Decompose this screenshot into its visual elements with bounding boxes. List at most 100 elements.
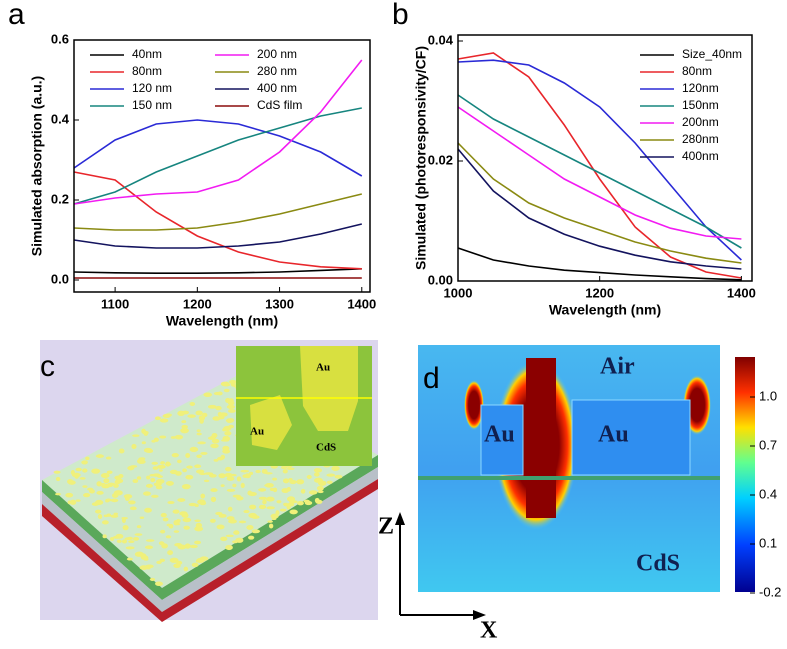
nanoparticle — [121, 516, 128, 520]
nanoparticle — [197, 441, 207, 445]
nanoparticle — [172, 509, 180, 514]
nanoparticle — [313, 472, 320, 477]
nanoparticle — [157, 464, 166, 469]
nanoparticle — [137, 458, 145, 464]
x-tick-label: 1200 — [183, 296, 212, 311]
series-line — [73, 119, 363, 177]
nanoparticle — [169, 557, 179, 563]
nanoparticle — [268, 523, 274, 529]
nanoparticle — [151, 439, 156, 443]
y-tick-label: 0.00 — [428, 272, 453, 287]
nanoparticle — [226, 404, 236, 410]
legend-label: 280 nm — [257, 64, 297, 78]
series-line — [73, 223, 362, 249]
nanoparticle — [155, 485, 163, 490]
nanoparticle — [286, 467, 295, 470]
nanoparticle — [186, 465, 193, 469]
y-tick-label: 0.02 — [428, 152, 453, 167]
nanoparticle — [246, 525, 254, 530]
nanoparticle — [151, 494, 159, 498]
nanoparticle — [145, 539, 155, 542]
nanoparticle — [103, 478, 110, 484]
nanoparticle — [191, 562, 199, 568]
inset-particle — [300, 346, 358, 431]
nanoparticle — [182, 468, 187, 473]
nanoparticle — [155, 479, 165, 484]
slab-layer — [162, 479, 378, 622]
y-tick-label: 0.04 — [428, 32, 454, 47]
nanoparticle — [258, 504, 267, 510]
au-block — [480, 404, 524, 476]
nanoparticle — [159, 435, 167, 439]
nanoparticle — [83, 492, 91, 498]
nanoparticle — [134, 533, 143, 536]
nanoparticle — [164, 462, 172, 467]
nanoparticle — [232, 483, 237, 488]
nanoparticle — [225, 544, 233, 551]
nanoparticle — [91, 502, 99, 506]
nanoparticle — [232, 540, 238, 544]
nanoparticle — [96, 481, 102, 487]
region-label: Au — [484, 422, 515, 448]
nanoparticle — [199, 472, 207, 476]
nanoparticle — [127, 536, 133, 540]
nanoparticle — [198, 415, 206, 421]
nanoparticle — [216, 524, 225, 530]
nanoparticle — [226, 488, 236, 492]
nanoparticle — [317, 490, 324, 494]
nanoparticle — [173, 530, 180, 533]
nanoparticle — [215, 405, 222, 411]
nanoparticle — [316, 485, 324, 491]
nanoparticle — [139, 516, 145, 520]
nanoparticle — [264, 472, 273, 475]
colorbar-tick-label: 0.4 — [759, 486, 777, 501]
nanoparticle — [123, 494, 133, 499]
y-tick-label: 0.4 — [51, 111, 70, 126]
region-label: Au — [598, 422, 629, 448]
slab-layer — [42, 492, 162, 612]
nanoparticle — [194, 526, 204, 532]
colorbar — [735, 357, 755, 592]
nanoparticle — [134, 551, 144, 557]
nanoparticle — [304, 500, 313, 506]
nanoparticle — [211, 432, 218, 438]
x-axis-label: Wavelength (nm) — [166, 313, 278, 329]
nanoparticle — [185, 474, 194, 480]
nanoparticle — [55, 492, 62, 496]
nanoparticle — [217, 391, 223, 396]
inset-label: Au — [316, 362, 330, 374]
nanoparticle — [308, 490, 318, 495]
nanoparticle — [177, 459, 182, 464]
nanoparticle — [102, 534, 107, 539]
nanoparticle — [159, 418, 169, 423]
nanoparticle — [230, 473, 237, 477]
nanoparticle — [213, 459, 219, 462]
nanoparticle — [136, 476, 142, 480]
nanoparticle — [160, 512, 167, 518]
nanoparticle — [181, 424, 188, 429]
nanoparticle — [208, 474, 217, 478]
nanoparticle — [264, 484, 272, 487]
nanoparticle — [255, 469, 261, 474]
nanoparticle — [156, 560, 162, 565]
legend-label: 150 nm — [132, 98, 172, 112]
nanoparticle — [152, 466, 159, 470]
nanoparticle — [105, 456, 112, 460]
hotspot — [464, 380, 484, 430]
nanoparticle — [210, 488, 218, 493]
nanoparticle — [177, 410, 185, 417]
nanoparticle — [258, 488, 267, 492]
x-tick-label: 1000 — [444, 285, 473, 300]
nanoparticle — [334, 474, 343, 479]
nanoparticle — [282, 478, 290, 484]
y-tick-label: 0.6 — [51, 31, 69, 46]
nanoparticle — [143, 491, 151, 496]
nanoparticle — [226, 476, 235, 482]
nanoparticle — [105, 499, 110, 503]
nanoparticle — [247, 490, 253, 496]
nanoparticle — [162, 517, 169, 522]
nanoparticle — [121, 539, 128, 544]
legend-label: 80nm — [682, 64, 712, 78]
nanoparticle — [210, 496, 217, 503]
nanoparticle — [276, 500, 282, 504]
